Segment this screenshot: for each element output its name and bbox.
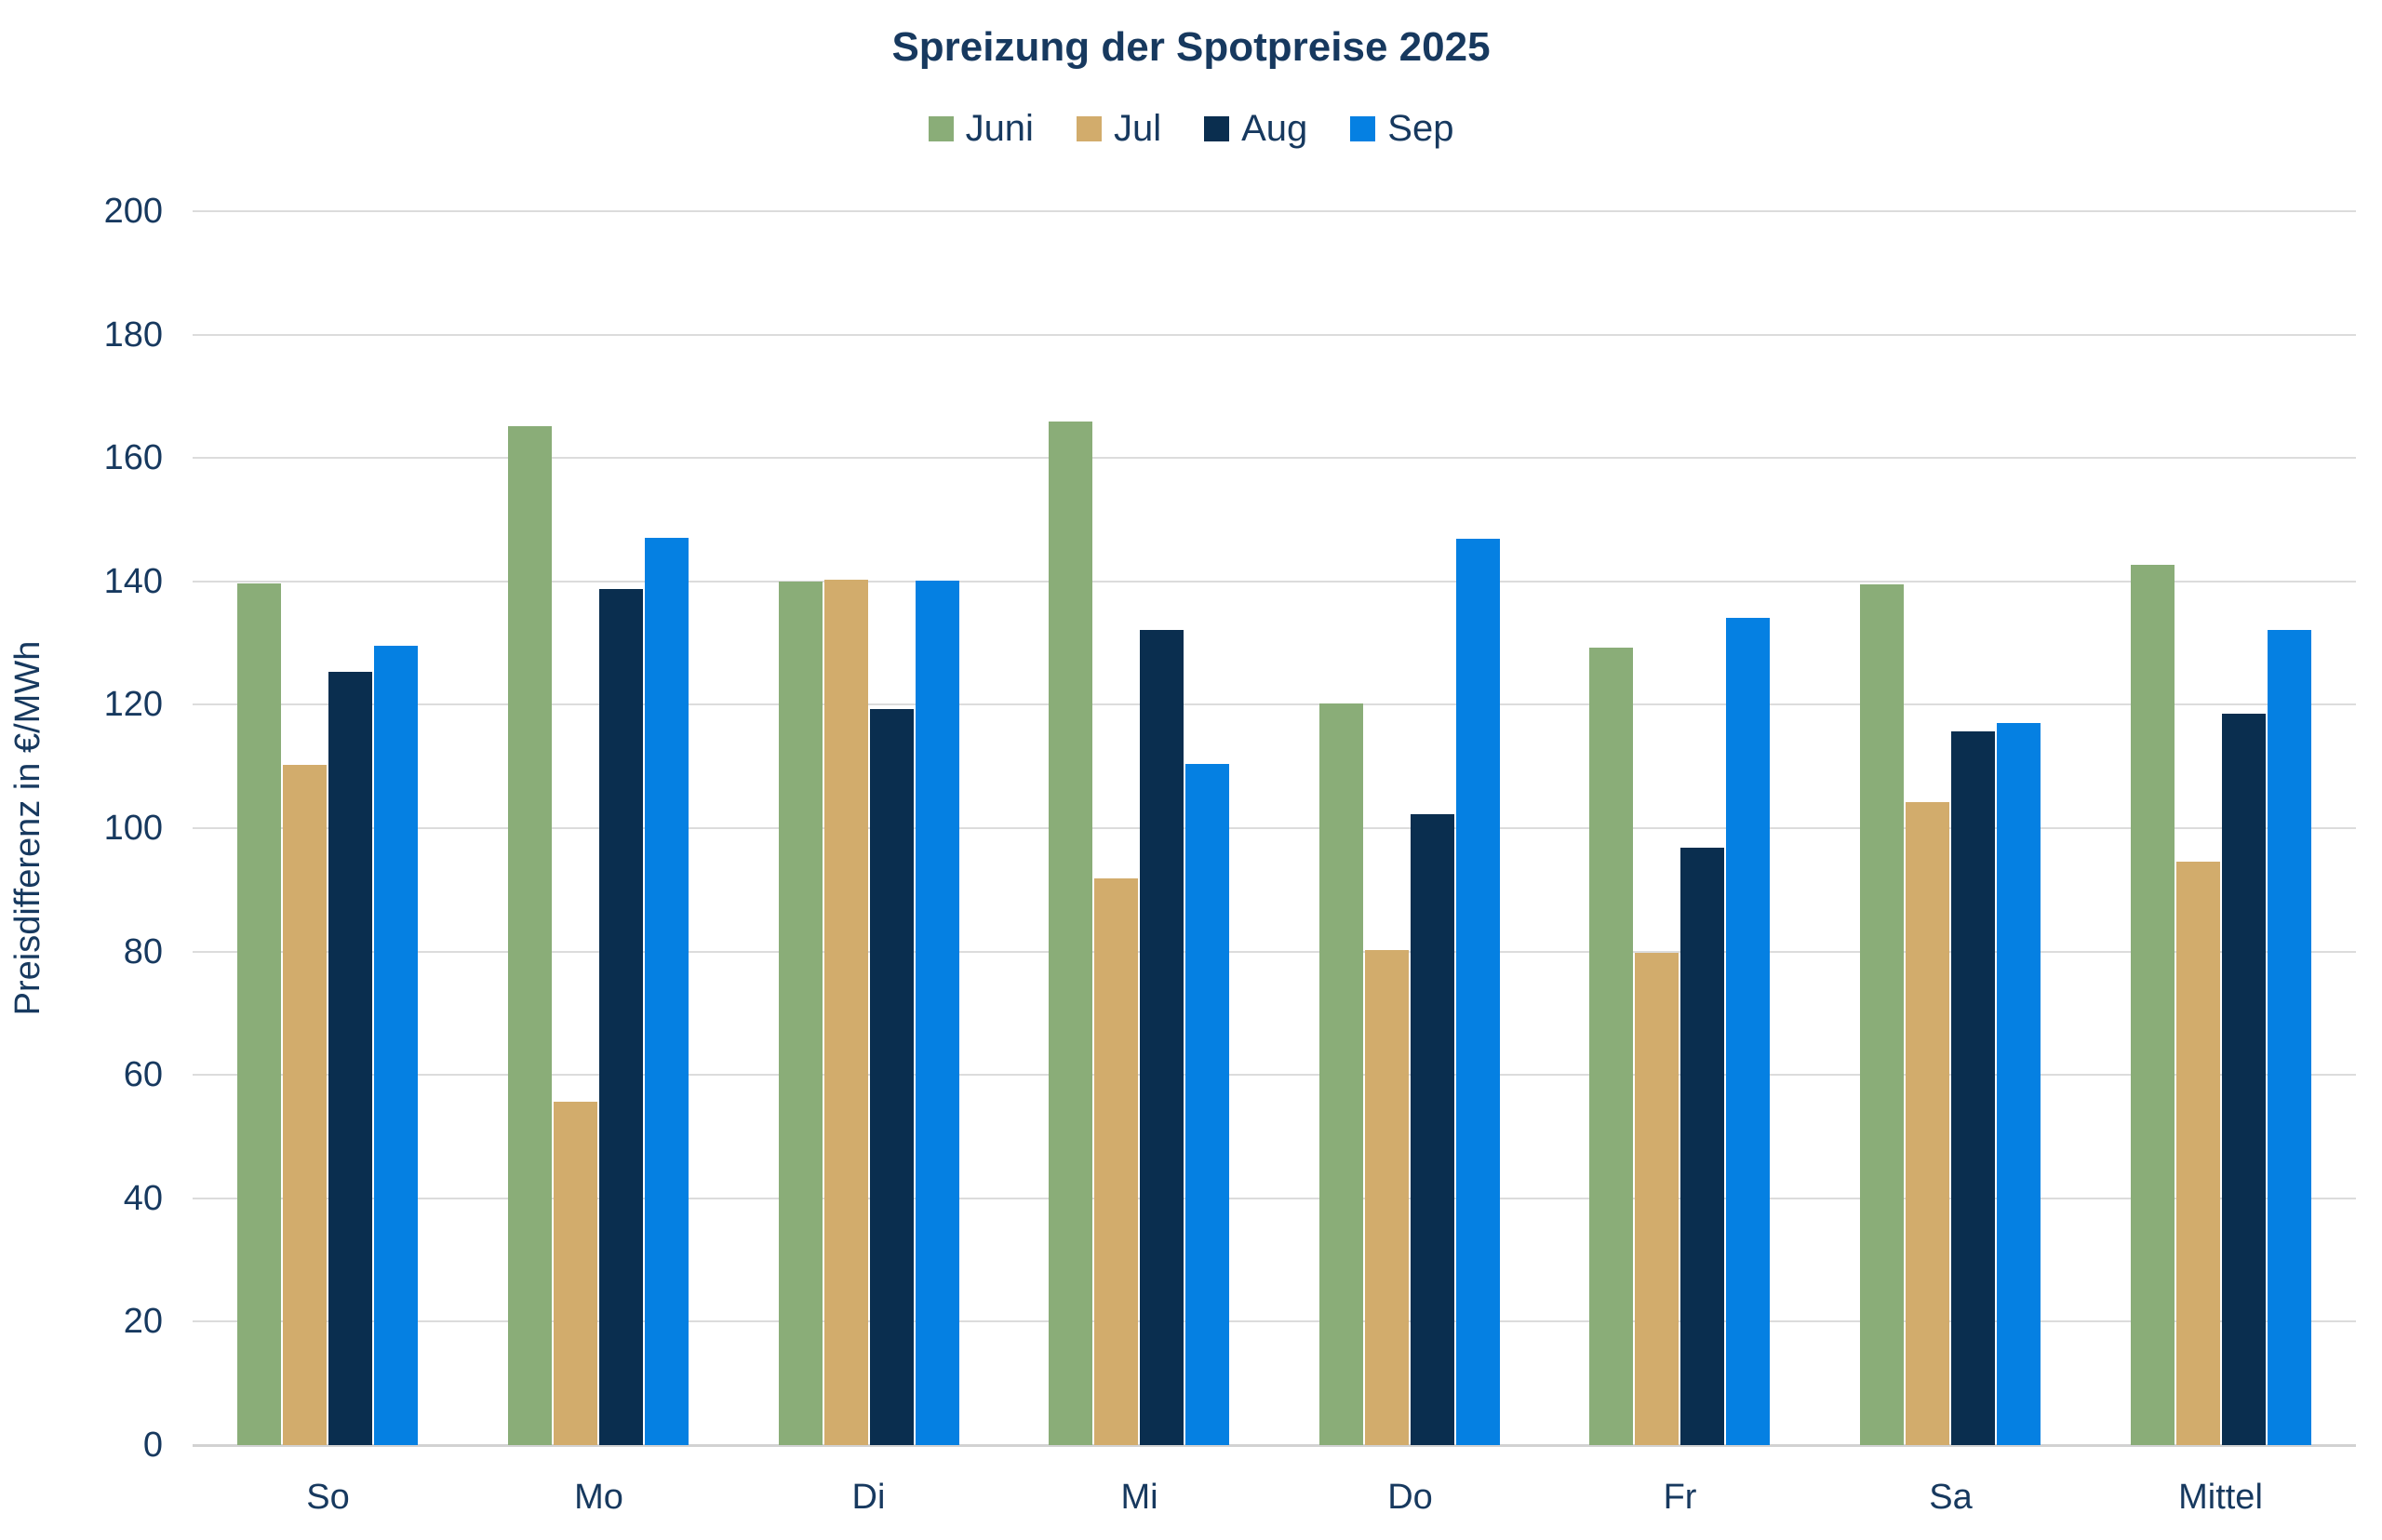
legend-item-sep: Sep [1350,108,1453,150]
x-tick-label: Mittel [2178,1478,2263,1517]
bar-sep-mittel [2268,630,2311,1445]
bar-sep-fr [1726,618,1770,1445]
bar-jul-di [824,580,868,1445]
gridline [193,1320,2356,1322]
x-tick-label: Mo [574,1478,623,1517]
bar-juni-mo [508,426,552,1445]
legend: Juni Jul Aug Sep [0,108,2382,150]
legend-label: Aug [1241,108,1308,149]
x-tick-label: Mi [1120,1478,1158,1517]
bar-sep-sa [1997,723,2041,1445]
bar-jul-fr [1635,953,1679,1445]
bar-juni-di [779,582,823,1445]
gridline [193,703,2356,705]
chart-title: Spreizung der Spotpreise 2025 [891,24,1491,70]
bar-sep-mi [1185,764,1229,1445]
y-tick-label: 60 [123,1055,163,1094]
bar-juni-sa [1860,584,1904,1445]
bar-jul-mi [1094,878,1138,1445]
legend-label: Sep [1387,108,1454,149]
y-tick-label: 120 [103,685,163,724]
y-tick-label: 40 [123,1179,163,1218]
x-axis-line [193,1444,2356,1447]
legend-item-aug: Aug [1204,108,1307,150]
bar-aug-di [870,709,914,1445]
bar-sep-mo [645,538,689,1445]
bar-jul-sa [1906,802,1949,1445]
bar-aug-mo [599,589,643,1445]
legend-swatch-icon [928,116,954,141]
bar-sep-di [916,581,959,1445]
gridline [193,334,2356,336]
bar-sep-do [1456,539,1500,1445]
bar-sep-so [374,646,418,1445]
bar-aug-do [1411,814,1454,1445]
x-tick-label: Fr [1663,1478,1697,1517]
x-tick-label: Di [851,1478,886,1517]
y-tick-label: 180 [103,315,163,355]
y-tick-label: 0 [142,1426,163,1465]
y-tick-label: 80 [123,932,163,971]
bar-jul-so [283,765,327,1445]
y-tick-label: 200 [103,192,163,231]
legend-item-jul: Jul [1076,108,1162,150]
x-tick-label: So [306,1478,350,1517]
plot-area [193,210,2356,1447]
bar-juni-mittel [2131,565,2175,1445]
gridline [193,210,2356,212]
gridline [193,1074,2356,1076]
legend-swatch-icon [1204,116,1230,141]
bar-juni-so [237,583,281,1445]
bar-jul-do [1365,950,1409,1445]
bar-juni-mi [1049,422,1092,1445]
legend-swatch-icon [1076,116,1102,141]
bar-aug-mittel [2222,714,2266,1445]
legend-label: Jul [1113,108,1162,149]
gridline [193,827,2356,829]
legend-label: Juni [965,108,1034,149]
gridline [193,951,2356,953]
y-tick-label: 160 [103,438,163,477]
y-tick-label: 20 [123,1302,163,1341]
bar-aug-so [328,672,372,1445]
bar-jul-mo [554,1102,597,1445]
gridline [193,1198,2356,1199]
bar-jul-mittel [2176,862,2220,1445]
bar-juni-do [1319,703,1363,1445]
bar-aug-sa [1951,731,1995,1445]
legend-item-juni: Juni [928,108,1034,150]
y-tick-label: 140 [103,562,163,601]
bar-aug-fr [1680,848,1724,1445]
y-tick-label: 100 [103,809,163,848]
x-tick-label: Sa [1929,1478,1973,1517]
legend-swatch-icon [1350,116,1376,141]
gridline [193,581,2356,583]
bar-juni-fr [1589,648,1633,1445]
gridline [193,457,2356,459]
x-tick-label: Do [1387,1478,1433,1517]
bar-aug-mi [1140,630,1184,1445]
